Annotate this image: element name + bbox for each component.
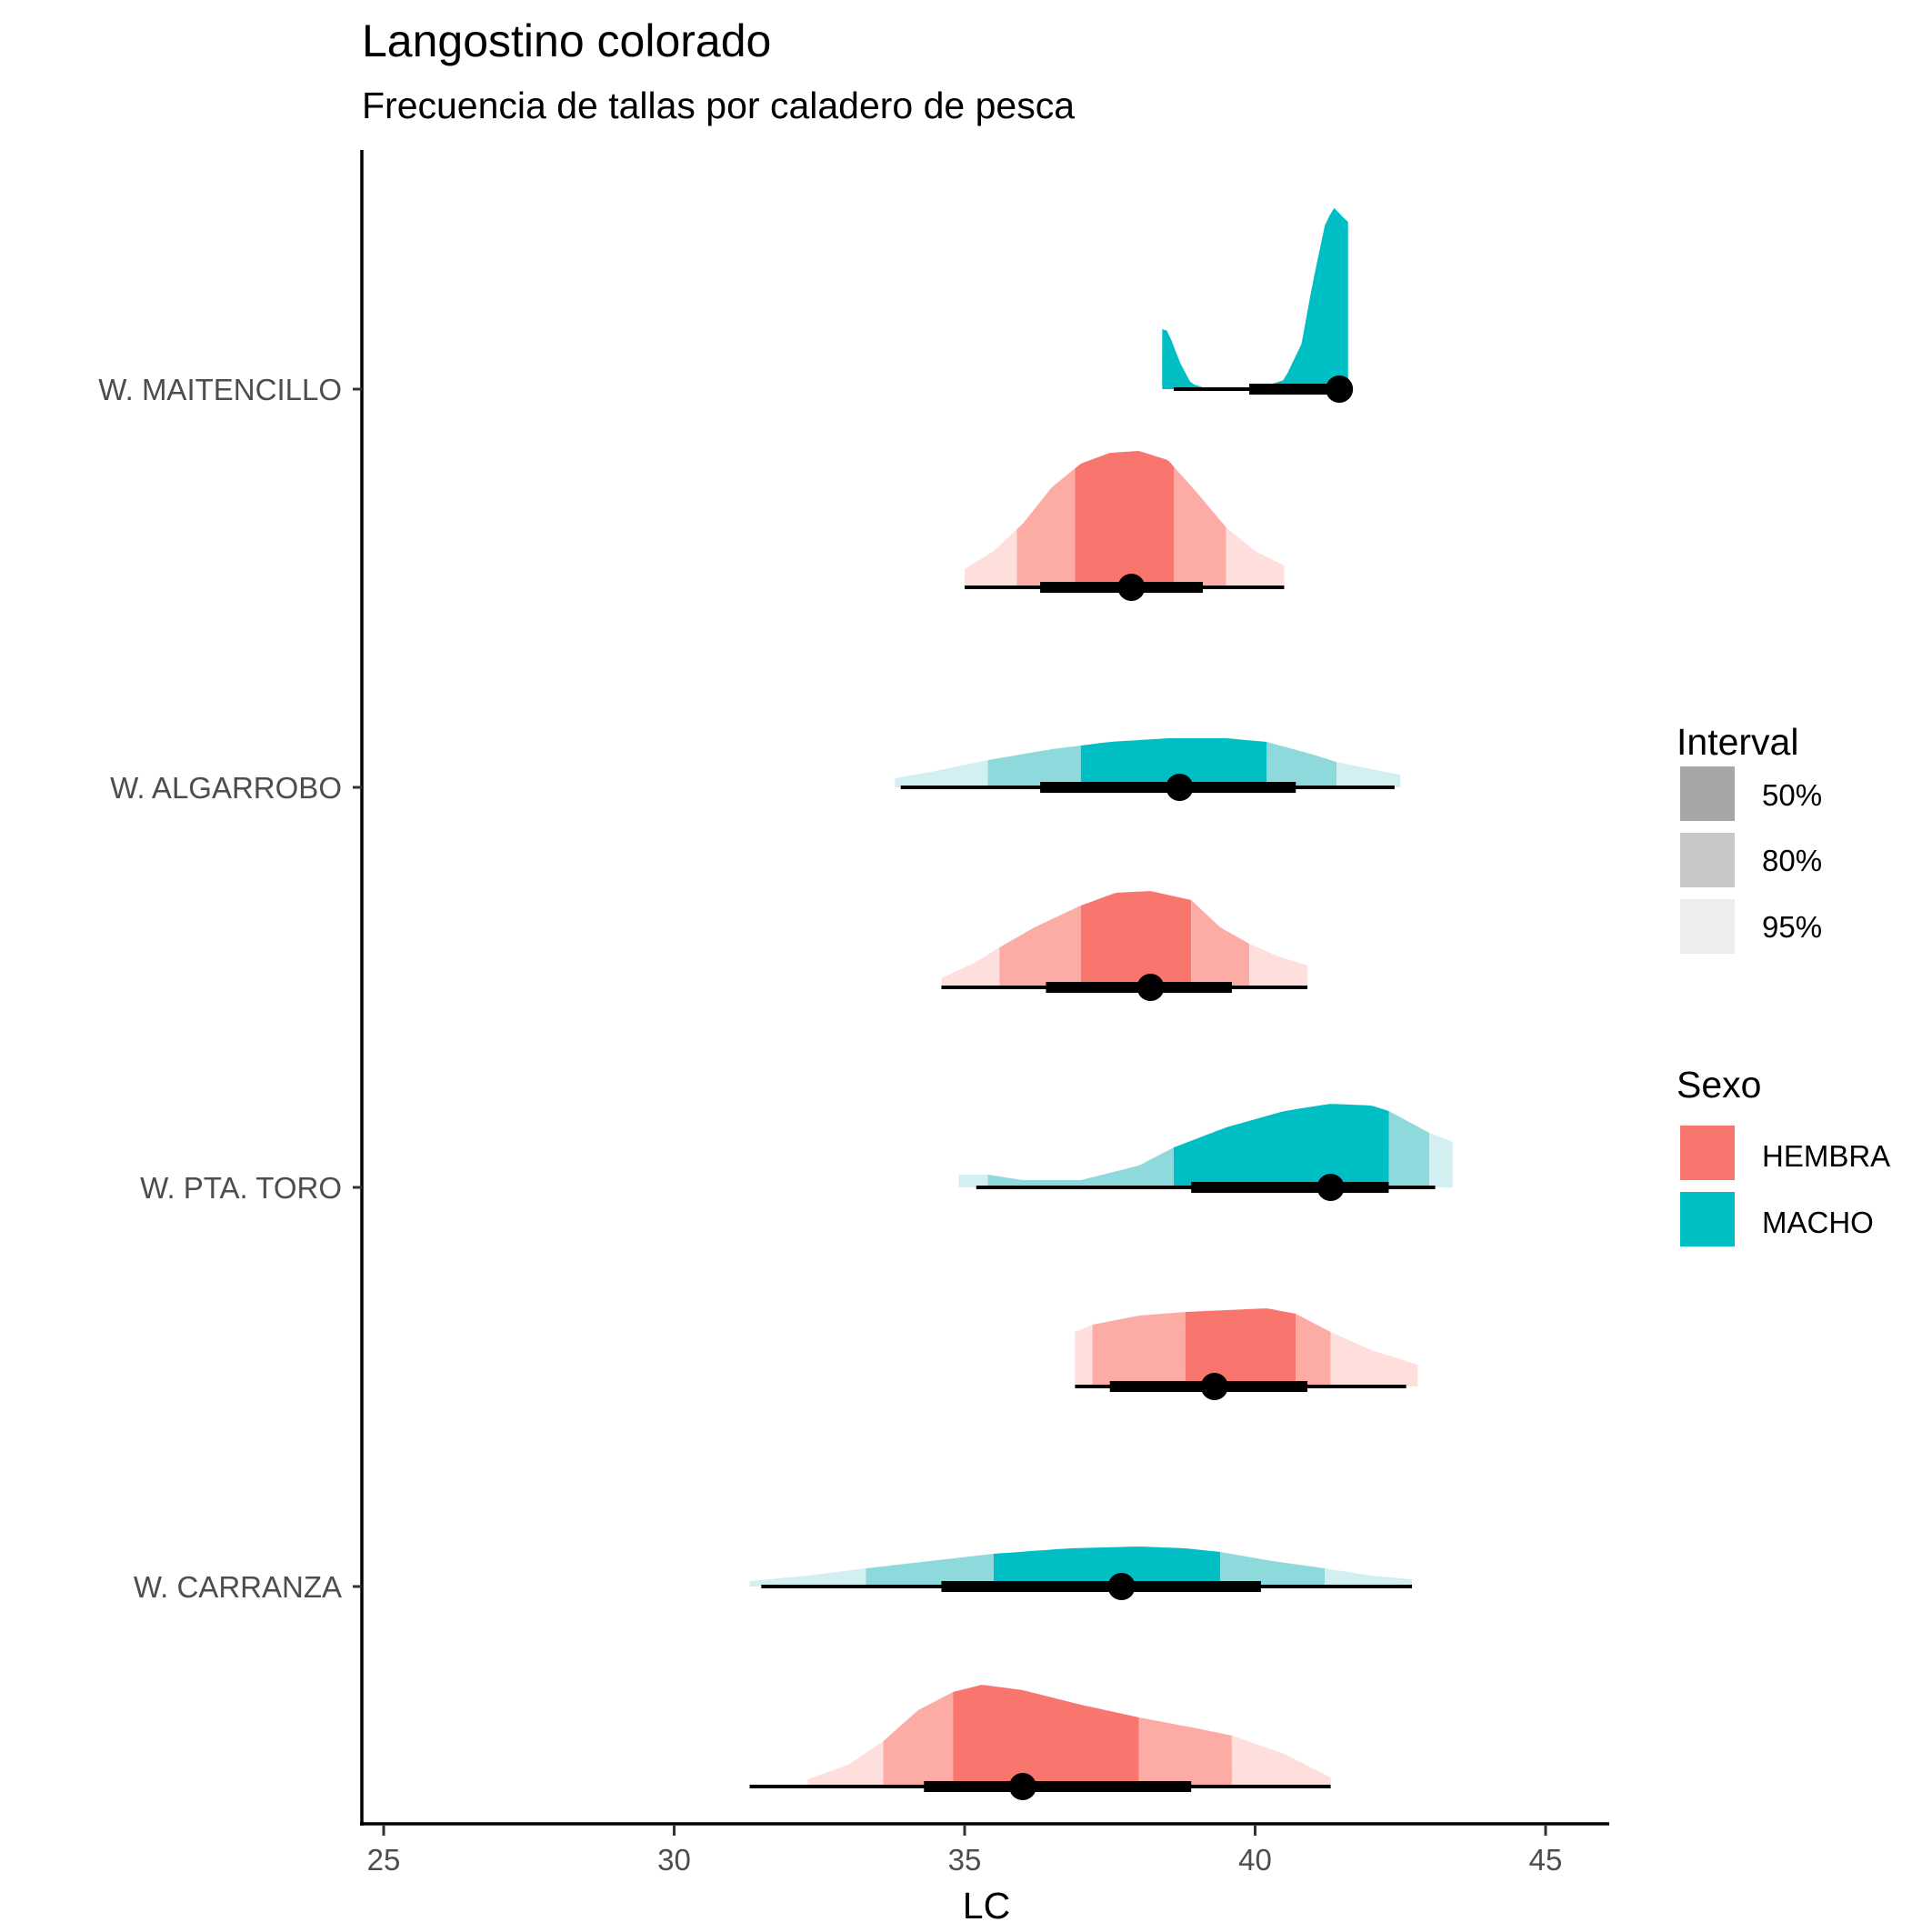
density-band-80 [1296, 1314, 1331, 1386]
density-band-80 [1266, 742, 1336, 787]
density-band-95 [1226, 527, 1285, 587]
x-axis-ticks: 25 30 35 40 45 [367, 1826, 1563, 1877]
y-tick-label: W. PTA. TORO [140, 1171, 342, 1205]
median-point [1316, 1174, 1345, 1201]
halfeye-macho [958, 1104, 1453, 1201]
density-band-95 [1336, 762, 1401, 787]
halfeye-hembra [965, 451, 1285, 601]
median-point [1117, 574, 1146, 601]
halfeye-hembra [1075, 1308, 1418, 1400]
density-band-95 [958, 1175, 988, 1187]
legend-label-hembra: HEMBRA [1762, 1139, 1890, 1173]
legend-key-macho [1680, 1192, 1735, 1246]
density-band-95 [895, 760, 988, 787]
density-band-50 [1075, 451, 1175, 587]
y-tick-label: W. CARRANZA [134, 1570, 342, 1604]
density-band-80 [866, 1554, 994, 1587]
legend-label-80: 80% [1762, 844, 1822, 877]
legend-title-sexo: Sexo [1677, 1064, 1761, 1106]
y-tick-label: W. ALGARROBO [110, 771, 342, 805]
density-band-95 [807, 1741, 884, 1787]
plot-marks [749, 207, 1453, 1800]
density-band-95 [965, 529, 1017, 587]
density-band-50 [953, 1685, 1139, 1787]
legend-label-macho: MACHO [1762, 1206, 1874, 1239]
x-axis-title: LC [963, 1885, 1010, 1927]
density-band-95 [1231, 1736, 1331, 1787]
density-band-95 [1249, 944, 1308, 987]
density-band-80 [1191, 900, 1250, 987]
density-band-80 [987, 1147, 1175, 1187]
x-tick-label: 35 [948, 1843, 982, 1877]
x-tick-label: 30 [657, 1843, 691, 1877]
halfeye-macho [895, 738, 1401, 801]
legend-key-hembra [1680, 1126, 1735, 1180]
density-band-95 [1325, 1568, 1413, 1587]
legend-title-interval: Interval [1677, 721, 1798, 763]
density-band-50 [1185, 1308, 1296, 1386]
chart-title: Langostino colorado [362, 15, 771, 66]
legend: Interval 50% 80% 95% Sexo HEMBRA MACHO [1677, 721, 1890, 1246]
median-point [1200, 1373, 1228, 1400]
density-band-80 [999, 906, 1081, 987]
density-band-50 [993, 1547, 1221, 1587]
density-band-95 [749, 1568, 866, 1587]
legend-label-50: 50% [1762, 778, 1822, 812]
halfeye-macho [749, 1547, 1413, 1600]
median-point [1107, 1573, 1136, 1600]
median-point [1136, 974, 1165, 1001]
density-band-95 [1330, 1332, 1418, 1386]
density-band-80 [1138, 1717, 1232, 1787]
density-band-95 [1429, 1133, 1453, 1187]
x-tick-label: 25 [367, 1843, 401, 1877]
median-point [1166, 774, 1194, 801]
legend-label-95: 95% [1762, 910, 1822, 944]
density-band-80 [1174, 466, 1226, 587]
density-band-50 [1080, 738, 1267, 787]
halfeye-hembra [749, 1685, 1331, 1800]
density-band-80 [1092, 1312, 1186, 1386]
halfeye-macho [1162, 207, 1354, 403]
median-point [1008, 1773, 1036, 1800]
y-axis-ticks: W. MAITENCILLO W. ALGARROBO W. PTA. TORO… [98, 373, 362, 1604]
density-band-50 [1080, 891, 1192, 987]
legend-key-95 [1680, 899, 1735, 954]
legend-key-50 [1680, 766, 1735, 821]
density-band-80 [987, 746, 1081, 787]
density-band-95 [941, 947, 1000, 987]
density-band-80 [1016, 468, 1076, 587]
density-band-95 [1075, 1325, 1093, 1386]
x-tick-label: 45 [1529, 1843, 1563, 1877]
density-band-50 [1174, 1104, 1389, 1187]
density-band-80 [1388, 1111, 1430, 1187]
halfeye-hembra [941, 891, 1308, 1001]
legend-key-80 [1680, 833, 1735, 887]
x-tick-label: 40 [1238, 1843, 1272, 1877]
density-band-80 [1220, 1552, 1326, 1587]
density-band-80 [883, 1692, 954, 1787]
median-point [1326, 375, 1354, 403]
y-tick-label: W. MAITENCILLO [98, 373, 342, 406]
chart-subtitle: Frecuencia de tallas por caladero de pes… [362, 85, 1075, 126]
density-area [1162, 207, 1348, 389]
